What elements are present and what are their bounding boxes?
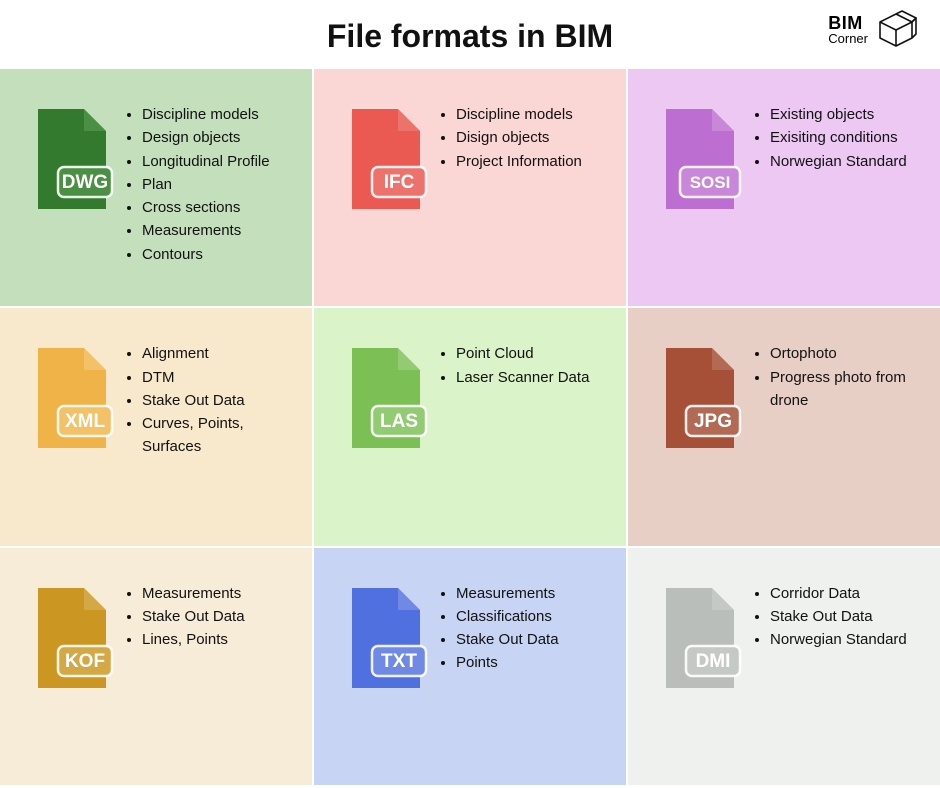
list-item: Alignment — [142, 342, 300, 365]
list-item: Point Cloud — [456, 342, 589, 365]
svg-text:KOF: KOF — [65, 651, 105, 672]
list-item: Project Information — [456, 150, 582, 173]
format-bullets-sosi: Existing objectsExisiting conditionsNorw… — [770, 97, 907, 173]
svg-text:SOSI: SOSI — [690, 173, 731, 192]
list-item: Plan — [142, 173, 270, 196]
format-bullets-dwg: Discipline modelsDesign objectsLongitudi… — [142, 97, 270, 266]
list-item: Stake Out Data — [142, 605, 245, 628]
file-icon-dwg: DWG — [26, 105, 114, 222]
format-bullets-ifc: Discipline modelsDisign objectsProject I… — [456, 97, 582, 173]
svg-text:DWG: DWG — [62, 172, 108, 193]
list-item: Measurements — [142, 219, 270, 242]
list-item: Norwegian Standard — [770, 150, 907, 173]
file-icon-las: LAS — [340, 344, 428, 461]
format-grid: DWG Discipline modelsDesign objectsLongi… — [0, 69, 940, 785]
file-icon-txt: TXT — [340, 584, 428, 701]
box-icon — [874, 10, 918, 48]
list-item: Discipline models — [142, 103, 270, 126]
list-item: Contours — [142, 243, 270, 266]
file-icon-jpg: JPG — [654, 344, 742, 461]
logo-line1: BIM — [828, 14, 868, 32]
format-bullets-kof: MeasurementsStake Out DataLines, Points — [142, 576, 245, 652]
format-bullets-txt: MeasurementsClassificationsStake Out Dat… — [456, 576, 559, 675]
list-item: Corridor Data — [770, 582, 907, 605]
list-item: Stake Out Data — [456, 628, 559, 651]
list-item: Lines, Points — [142, 628, 245, 651]
list-item: Design objects — [142, 126, 270, 149]
format-bullets-jpg: OrtophotoProgress photo from drone — [770, 336, 928, 412]
page-title: File formats in BIM — [30, 18, 910, 55]
list-item: Cross sections — [142, 196, 270, 219]
format-cell-dmi: DMI Corridor DataStake Out DataNorwegian… — [628, 548, 940, 785]
list-item: Progress photo from drone — [770, 366, 928, 413]
format-cell-jpg: JPG OrtophotoProgress photo from drone — [628, 308, 940, 545]
format-cell-txt: TXT MeasurementsClassificationsStake Out… — [314, 548, 626, 785]
logo-text: BIM Corner — [828, 14, 868, 45]
format-bullets-xml: AlignmentDTMStake Out DataCurves, Points… — [142, 336, 300, 458]
svg-text:IFC: IFC — [384, 172, 415, 193]
file-icon-xml: XML — [26, 344, 114, 461]
list-item: Longitudinal Profile — [142, 150, 270, 173]
format-cell-dwg: DWG Discipline modelsDesign objectsLongi… — [0, 69, 312, 306]
header: File formats in BIM BIM Corner — [0, 0, 940, 69]
svg-text:DMI: DMI — [696, 651, 731, 672]
format-bullets-dmi: Corridor DataStake Out DataNorwegian Sta… — [770, 576, 907, 652]
list-item: Disign objects — [456, 126, 582, 149]
list-item: Stake Out Data — [770, 605, 907, 628]
logo-line2: Corner — [828, 32, 868, 45]
list-item: Existing objects — [770, 103, 907, 126]
list-item: Classifications — [456, 605, 559, 628]
list-item: Laser Scanner Data — [456, 366, 589, 389]
list-item: Exisiting conditions — [770, 126, 907, 149]
format-cell-sosi: SOSI Existing objectsExisiting condition… — [628, 69, 940, 306]
svg-text:LAS: LAS — [380, 411, 418, 432]
list-item: Measurements — [456, 582, 559, 605]
file-icon-ifc: IFC — [340, 105, 428, 222]
list-item: Points — [456, 651, 559, 674]
file-icon-dmi: DMI — [654, 584, 742, 701]
logo: BIM Corner — [828, 10, 918, 48]
list-item: Measurements — [142, 582, 245, 605]
list-item: DTM — [142, 366, 300, 389]
file-icon-kof: KOF — [26, 584, 114, 701]
format-cell-xml: XML AlignmentDTMStake Out DataCurves, Po… — [0, 308, 312, 545]
format-cell-ifc: IFC Discipline modelsDisign objectsProje… — [314, 69, 626, 306]
format-cell-kof: KOF MeasurementsStake Out DataLines, Poi… — [0, 548, 312, 785]
svg-text:TXT: TXT — [381, 651, 417, 672]
format-cell-las: LAS Point CloudLaser Scanner Data — [314, 308, 626, 545]
list-item: Ortophoto — [770, 342, 928, 365]
list-item: Discipline models — [456, 103, 582, 126]
svg-text:XML: XML — [65, 411, 106, 432]
svg-text:JPG: JPG — [694, 411, 732, 432]
format-bullets-las: Point CloudLaser Scanner Data — [456, 336, 589, 389]
file-icon-sosi: SOSI — [654, 105, 742, 222]
list-item: Curves, Points, Surfaces — [142, 412, 300, 459]
list-item: Stake Out Data — [142, 389, 300, 412]
list-item: Norwegian Standard — [770, 628, 907, 651]
